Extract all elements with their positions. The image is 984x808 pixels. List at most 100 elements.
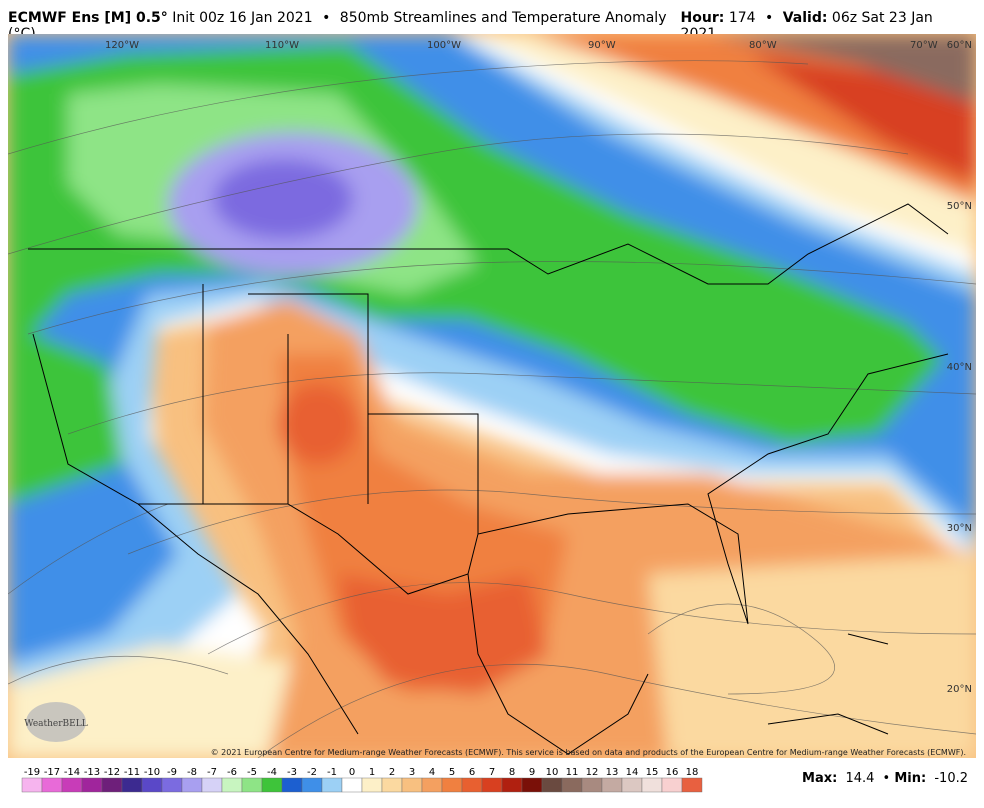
colorbar-label: -6: [227, 767, 237, 778]
colorbar-swatch: [341, 777, 363, 793]
colorbar-swatch: [521, 777, 543, 793]
colorbar-label: 13: [606, 767, 619, 778]
colorbar-swatch: [261, 777, 283, 793]
longitude-label: 80°W: [749, 40, 777, 51]
colorbar-swatch: [201, 777, 223, 793]
colorbar-label: -3: [287, 767, 297, 778]
hour: 174: [728, 10, 756, 26]
separator: •: [765, 10, 774, 26]
stats: Max: 14.4 • Min: -10.2: [802, 771, 968, 786]
longitude-label: 120°W: [105, 40, 139, 51]
colorbar-label: 6: [469, 767, 475, 778]
colorbar-swatch: [421, 777, 443, 793]
logo-badge: [26, 702, 86, 742]
colorbar-label: -9: [167, 767, 177, 778]
colorbar-swatch: [241, 777, 263, 793]
colorbar-swatch: [161, 777, 183, 793]
colorbar-label: 18: [686, 767, 699, 778]
colorbar-label: -17: [44, 767, 60, 778]
colorbar-label: 3: [409, 767, 415, 778]
colorbar-label: 8: [509, 767, 515, 778]
colorbar-label: -5: [247, 767, 257, 778]
colorbar-swatch: [61, 777, 83, 793]
credit: © 2021 European Centre for Medium-range …: [211, 748, 966, 757]
colorbar-swatch: [661, 777, 683, 793]
colorbar-label: -1: [327, 767, 337, 778]
latitude-label: 20°N: [947, 684, 972, 695]
colorbar-swatch: [561, 777, 583, 793]
colorbar-label: -12: [104, 767, 120, 778]
colorbar-swatch: [681, 777, 703, 793]
borders: [28, 203, 949, 755]
latitude-label: 40°N: [947, 362, 972, 373]
init: Init 00z 16 Jan 2021: [172, 10, 313, 26]
colorbar-label: 5: [449, 767, 455, 778]
longitude-label: 90°W: [588, 40, 616, 51]
colorbar-swatch: [301, 777, 323, 793]
colorbar-label: -10: [144, 767, 160, 778]
colorbar-swatch: [401, 777, 423, 793]
separator: •: [322, 10, 331, 26]
colorbar-label: -2: [307, 767, 317, 778]
colorbar-label: 1: [369, 767, 375, 778]
anomaly-field: [8, 34, 976, 758]
separator: •: [882, 771, 891, 786]
max-value: 14.4: [845, 771, 875, 786]
colorbar-swatch: [101, 777, 123, 793]
colorbar-label: 11: [566, 767, 579, 778]
min-value: -10.2: [934, 771, 968, 786]
colorbar-swatch: [281, 777, 303, 793]
logo: WeatherBELL: [24, 719, 87, 729]
colorbar-label: -14: [64, 767, 80, 778]
colorbar-label: -8: [187, 767, 197, 778]
colorbar-label: -7: [207, 767, 217, 778]
colorbar: -19 -17 -14 -13 -12 -11 -10 -9 -8 -7 -6 -5 -4 -3 -2 -1 0…: [21, 767, 703, 793]
latitude-label: 50°N: [947, 201, 972, 212]
map: 120°W 110°W 100°W 90°W 80°W 70°W 60°N 50°N 40°N 3…: [8, 34, 976, 758]
hour-label: Hour:: [680, 10, 725, 26]
colorbar-swatch: [361, 777, 383, 793]
colorbar-label: 7: [489, 767, 495, 778]
colorbar-swatch: [81, 777, 103, 793]
colorbar-swatch: [441, 777, 463, 793]
latitude-label: 30°N: [947, 523, 972, 534]
colorbar-swatch: [221, 777, 243, 793]
colorbar-label: 16: [666, 767, 679, 778]
colorbar-swatch: [461, 777, 483, 793]
colorbar-swatch: [641, 777, 663, 793]
colorbar-label: 9: [529, 767, 535, 778]
colorbar-label: 4: [429, 767, 435, 778]
colorbar-swatch: [121, 777, 143, 793]
colorbar-label: -11: [124, 767, 140, 778]
colorbar-label: 0: [349, 767, 355, 778]
colorbar-swatch: [481, 777, 503, 793]
min-label: Min:: [894, 771, 927, 786]
colorbar-swatch: [181, 777, 203, 793]
header-right: Hour: 174 • Valid: 06z Sat 23 Jan 2021: [680, 10, 968, 42]
colorbar-label: 2: [389, 767, 395, 778]
colorbar-swatch: [541, 777, 563, 793]
colorbar-label: 12: [586, 767, 599, 778]
header-left: ECMWF Ens [M] 0.5° Init 00z 16 Jan 2021 …: [8, 10, 681, 42]
colorbar-label: -19: [24, 767, 40, 778]
colorbar-swatch: [21, 777, 43, 793]
valid-label: Valid:: [782, 10, 828, 26]
longitude-label: 100°W: [427, 40, 461, 51]
colorbar-label: 10: [546, 767, 559, 778]
colorbar-swatch: [141, 777, 163, 793]
longitude-label: 70°W: [910, 40, 938, 51]
model: ECMWF Ens [M] 0.5°: [8, 10, 168, 26]
colorbar-swatch: [601, 777, 623, 793]
colorbar-swatch: [321, 777, 343, 793]
streamlines: [8, 60, 976, 758]
max-label: Max:: [802, 771, 838, 786]
colorbar-swatch: [581, 777, 603, 793]
colorbar-label: -4: [267, 767, 277, 778]
colorbar-label: -13: [84, 767, 100, 778]
colorbar-swatch: [501, 777, 523, 793]
latitude-label: 60°N: [947, 40, 972, 51]
header: ECMWF Ens [M] 0.5° Init 00z 16 Jan 2021 …: [8, 10, 968, 42]
colorbar-swatch: [381, 777, 403, 793]
colorbar-swatch: [41, 777, 63, 793]
